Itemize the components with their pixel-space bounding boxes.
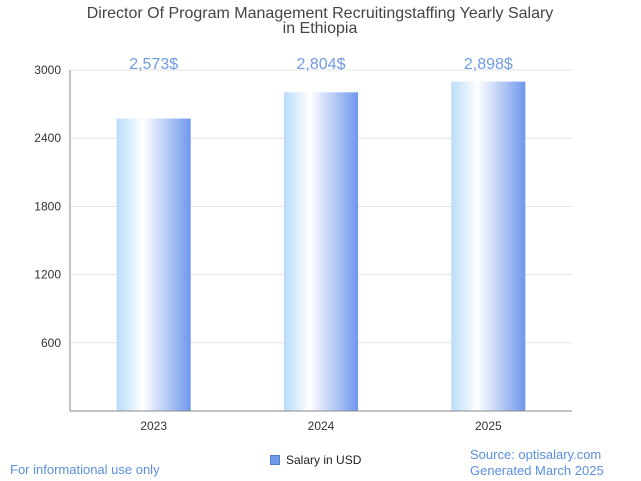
- x-tick-label-2025: 2025: [475, 419, 502, 433]
- data-labels: 2,573$ 2,804$ 2,898$: [129, 56, 513, 73]
- y-tick-label: 600: [41, 336, 61, 350]
- x-tick-label-2023: 2023: [140, 419, 167, 433]
- x-axis-ticks: 2023 2024 2025: [140, 419, 502, 433]
- y-tick-label: 1800: [34, 199, 61, 213]
- bar-2025: [451, 81, 526, 412]
- y-tick-label: 3000: [34, 63, 61, 77]
- chart-title-line-1: Director Of Program Management Recruitin…: [87, 5, 554, 22]
- disclaimer-text: For informational use only: [10, 462, 160, 477]
- y-tick-label: 2400: [34, 131, 61, 145]
- data-label-2024: 2,804$: [297, 56, 346, 73]
- legend-swatch: [270, 455, 280, 465]
- x-tick-label-2024: 2024: [308, 419, 335, 433]
- bars: [116, 81, 526, 412]
- legend-label: Salary in USD: [286, 453, 362, 467]
- bar-2023: [116, 118, 191, 411]
- bar-2024: [284, 92, 358, 412]
- legend: Salary in USD: [270, 453, 361, 467]
- generated-text: Generated March 2025: [470, 463, 604, 478]
- y-tick-label: 1200: [34, 268, 61, 282]
- data-label-2023: 2,573$: [129, 56, 178, 73]
- y-axis-ticks: 600 1200 1800 2400 3000: [34, 63, 61, 350]
- source-block: Source: optisalary.com Generated March 2…: [470, 447, 604, 479]
- data-label-2025: 2,898$: [464, 56, 513, 73]
- source-text: Source: optisalary.com: [470, 447, 602, 462]
- chart-title-line-2: in Ethiopia: [283, 20, 358, 37]
